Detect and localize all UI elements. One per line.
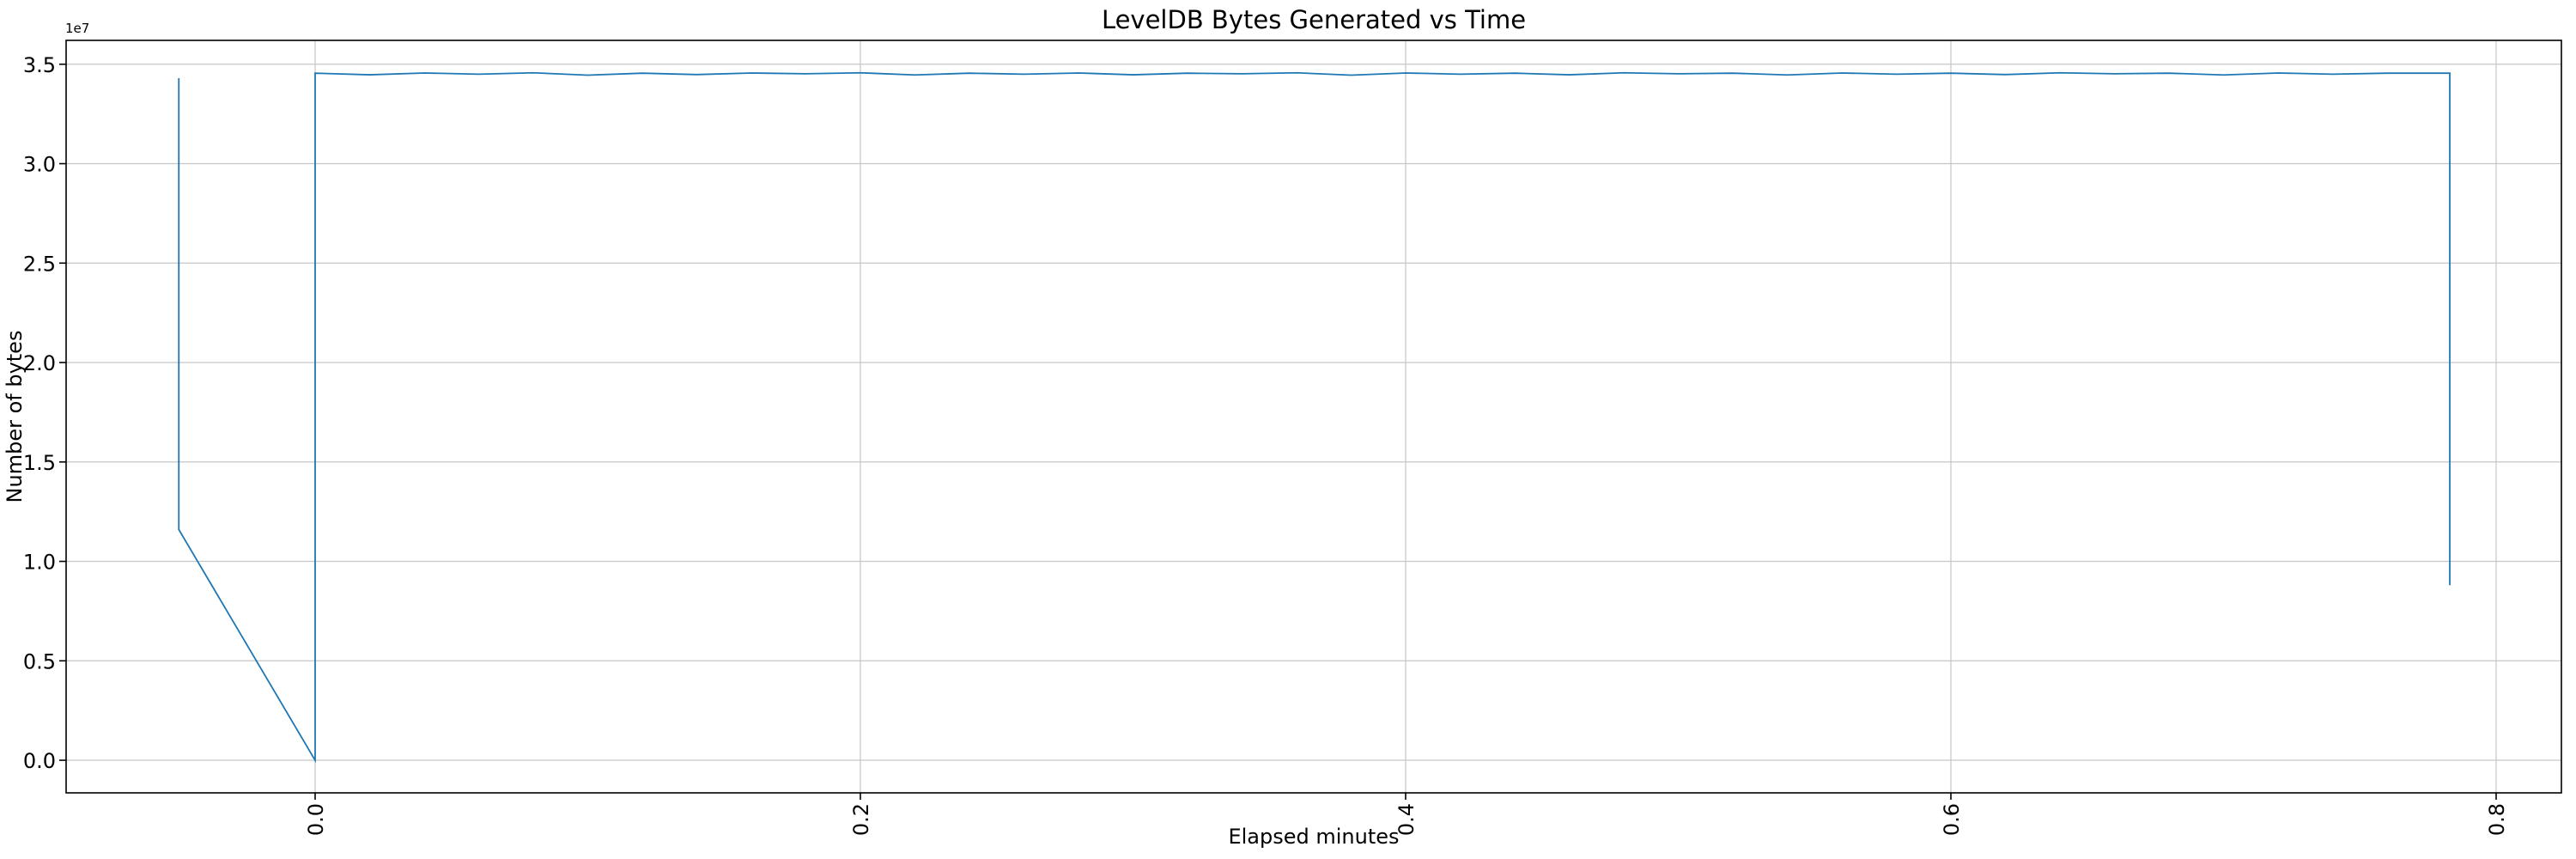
y-tick-label: 3.5 [23, 53, 56, 77]
y-tick-label: 0.0 [23, 749, 56, 773]
y-tick-label: 1.0 [23, 551, 56, 575]
axes-spine [65, 40, 2562, 794]
y-axis-offset-text: 1e7 [65, 21, 90, 36]
y-tick-label: 1.5 [23, 451, 56, 475]
x-tick-label: 0.6 [1940, 803, 1964, 836]
x-tick-label: 0.2 [849, 803, 873, 836]
y-tick-label: 3.0 [23, 153, 56, 177]
x-axis-label: Elapsed minutes [1228, 825, 1400, 849]
chart-title: LevelDB Bytes Generated vs Time [1101, 5, 1527, 34]
series-line [178, 71, 2451, 764]
x-tick-label: 0.8 [2485, 803, 2509, 836]
y-axis-label: Number of bytes [3, 330, 27, 503]
y-tick-label: 2.5 [23, 252, 56, 276]
y-tick-label: 2.0 [23, 351, 56, 375]
x-tick-label: 0.0 [304, 803, 328, 836]
x-tick-label: 0.4 [1394, 803, 1419, 836]
y-tick-label: 0.5 [23, 649, 56, 673]
